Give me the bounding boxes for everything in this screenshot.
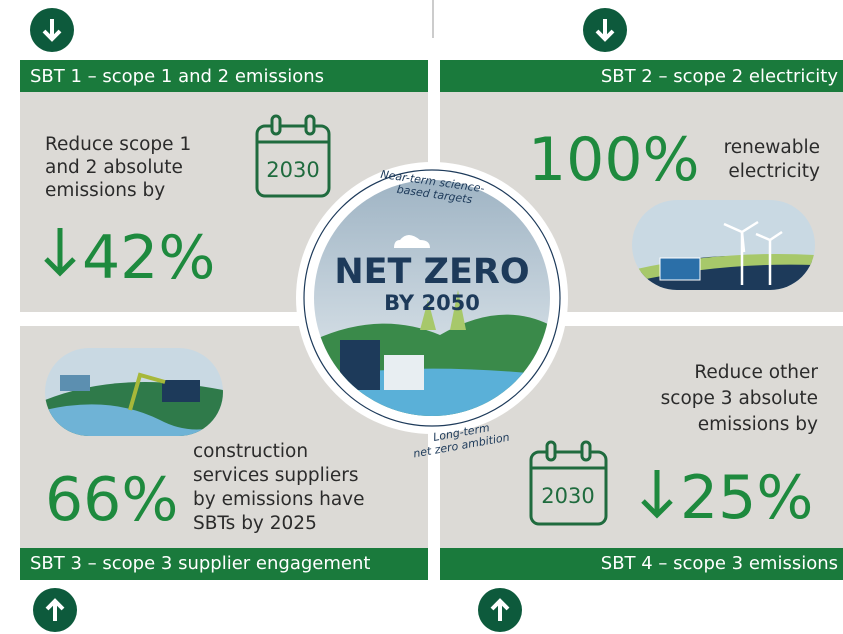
header: SBT 2 – scope 2 electricity xyxy=(601,66,839,87)
down-arrow xyxy=(44,228,76,277)
text-line: services suppliers xyxy=(193,465,359,486)
calendar-icon xyxy=(529,440,608,526)
calendar-icon xyxy=(255,114,331,198)
down-arrow-icon xyxy=(30,8,627,52)
text-line: scope 3 absolute xyxy=(661,388,818,409)
header-bar xyxy=(440,548,843,580)
year: 2030 xyxy=(541,484,594,508)
figure: 100% xyxy=(528,125,700,195)
header-bar xyxy=(20,60,428,92)
center-illustration xyxy=(314,180,550,416)
text-line: SBTs by 2025 xyxy=(193,513,317,534)
text-line: emissions by xyxy=(698,414,818,435)
text-line: renewable xyxy=(724,137,820,158)
header-bar xyxy=(20,548,428,580)
header: SBT 3 – scope 3 supplier engagement xyxy=(30,553,370,574)
figure: 25% xyxy=(680,463,813,533)
text-line: Reduce scope 1 xyxy=(45,134,191,155)
text-line: and 2 absolute xyxy=(45,157,183,178)
text-line: electricity xyxy=(728,161,820,182)
text-line: by emissions have xyxy=(193,489,365,510)
year: 2030 xyxy=(266,158,319,182)
header: SBT 1 – scope 1 and 2 emissions xyxy=(30,66,324,87)
illustration xyxy=(45,348,223,436)
center-title: NET ZERO xyxy=(334,252,529,292)
orbit xyxy=(303,169,561,427)
down-arrow xyxy=(641,470,673,519)
header: SBT 4 – scope 3 emissions xyxy=(601,553,838,574)
header-bar xyxy=(440,60,843,92)
up-arrow-icon xyxy=(33,588,522,632)
center-subtitle: BY 2050 xyxy=(384,291,480,315)
text-line: construction xyxy=(193,441,308,462)
figure: 66% xyxy=(45,465,178,535)
text-line: emissions by xyxy=(45,180,165,201)
illustration xyxy=(632,200,815,290)
figure: 42% xyxy=(82,223,215,293)
text-line: Reduce other xyxy=(694,362,818,383)
